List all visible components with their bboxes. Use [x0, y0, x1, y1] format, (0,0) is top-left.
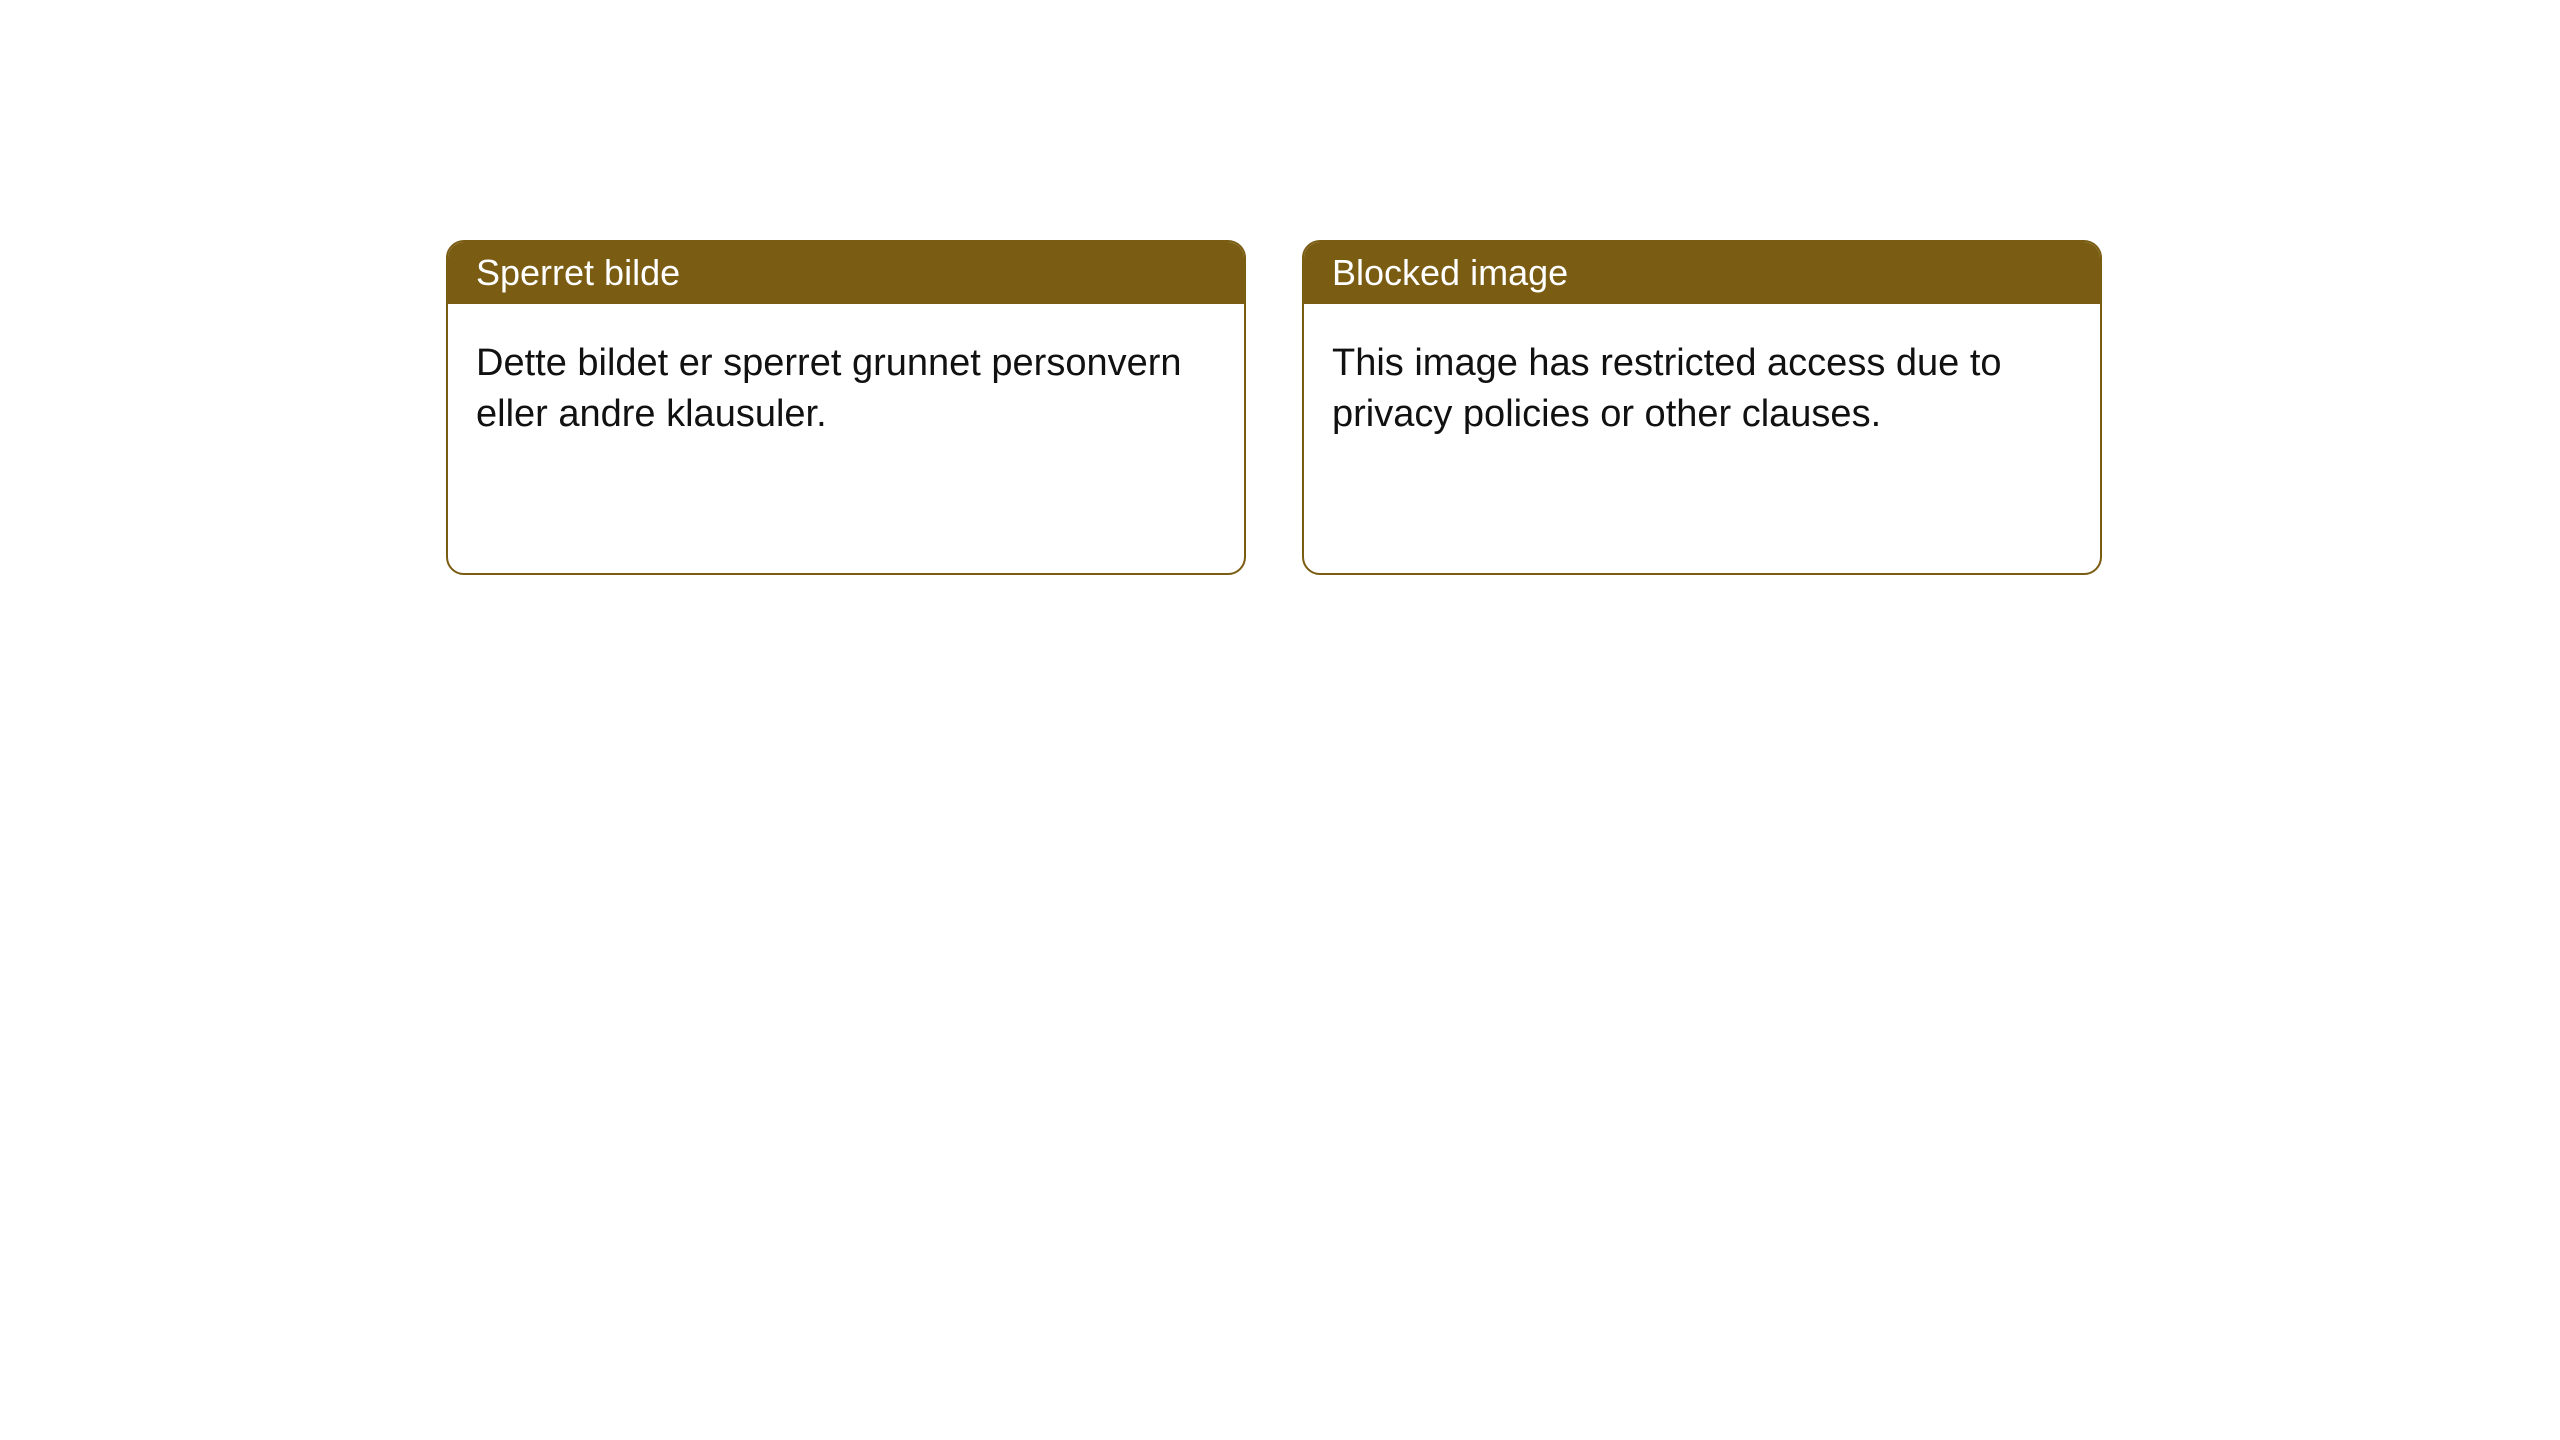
notice-body-en: This image has restricted access due to …: [1304, 304, 2100, 475]
notice-body-nb: Dette bildet er sperret grunnet personve…: [448, 304, 1244, 475]
notice-card-nb: Sperret bilde Dette bildet er sperret gr…: [446, 240, 1246, 575]
notice-card-en: Blocked image This image has restricted …: [1302, 240, 2102, 575]
notice-title-nb: Sperret bilde: [448, 242, 1244, 304]
notice-title-en: Blocked image: [1304, 242, 2100, 304]
notice-container: Sperret bilde Dette bildet er sperret gr…: [446, 240, 2102, 575]
